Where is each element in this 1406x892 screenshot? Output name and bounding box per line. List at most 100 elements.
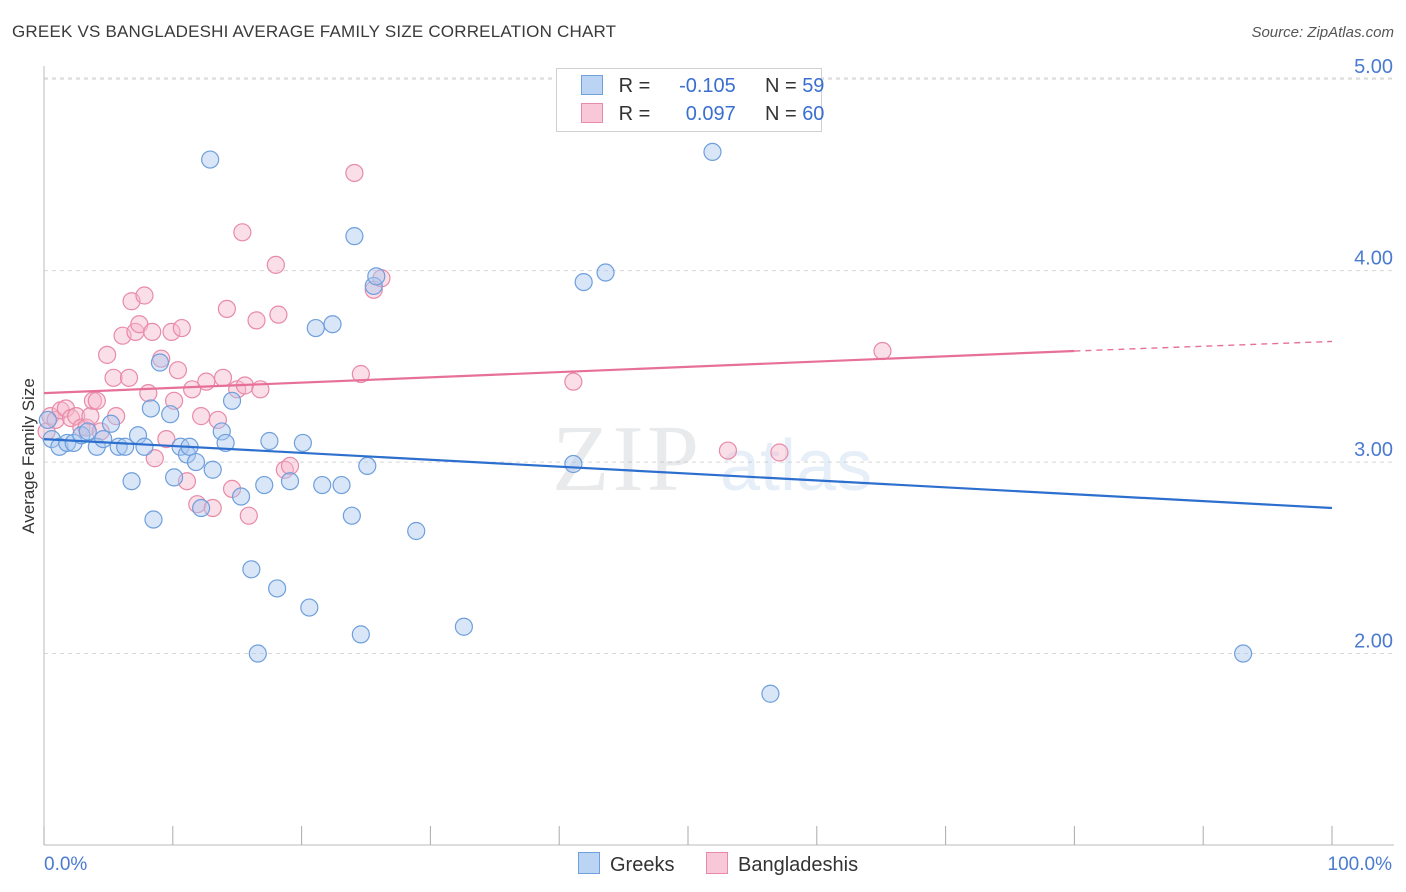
greeks-point [122,472,141,491]
greeks-point [161,405,180,424]
bangladeshis-point [208,410,227,430]
greeks-point [78,422,97,441]
greeks-point [596,263,615,282]
greeks-point [342,506,361,525]
legend-r-label-bangladeshis: R = [618,103,651,125]
bangladeshis-point [168,361,188,380]
bangladeshis-point [162,322,181,341]
greeks-point [407,521,426,541]
y-tick-label: 2.00 [1354,631,1393,653]
greeks-point [255,475,274,495]
greeks-point [94,429,113,449]
bangladeshis-point [145,449,164,468]
watermark: ZIP atlas [552,407,872,511]
greeks-point [248,644,267,663]
greeks-legend-swatch [578,852,600,874]
bangladeshis-point [873,341,892,361]
greeks-point [203,460,222,479]
bangladeshis-point [233,223,252,242]
greeks-point [306,318,325,338]
greeks-point [332,475,351,495]
bangladeshis-point [213,368,233,387]
bangladeshis-point [135,286,154,305]
bangladeshis-point [119,368,139,387]
greeks-point [222,391,242,410]
bangladeshis-point [718,441,738,460]
greeks-point [150,353,170,372]
bangladeshis-point [83,391,103,410]
axis-labels: 2.00 3.00 4.00 5.00 0.0% 100.0% [44,56,1393,875]
bangladeshis-point [266,255,285,274]
greeks-point [141,399,161,418]
bangladeshis-point [345,163,364,183]
bangladeshis-trend-extension [1074,340,1333,352]
bangladeshis-points [37,163,892,525]
bangladeshis-point [164,391,184,410]
legend-r-value-bangladeshis: 0.097 [685,103,736,125]
greeks-point [216,433,235,453]
greeks-point [242,560,261,579]
legend-item-greeks: Greeks [578,852,674,877]
greeks-point [358,456,377,476]
legend-n-label-bangladeshis: N = [764,103,797,125]
axes [43,66,1394,846]
greeks-point [192,498,211,518]
bangladeshis-point [81,407,100,426]
legend-n-label-greeks: N = [764,75,797,97]
bangladeshis-point [98,345,117,364]
greeks-point [761,684,780,703]
greeks-point [574,272,593,292]
greeks-point [64,433,83,453]
greeks-point [164,468,184,487]
legend-row-greeks: R = -0.105 N = 59 [581,75,824,98]
greeks-point [300,598,319,617]
greeks-point [280,472,300,491]
bangladeshis-trend-line [43,349,1075,395]
bangladeshis-point [87,391,106,410]
greeks-point [58,433,77,453]
y-tick-label: 4.00 [1354,248,1393,270]
greeks-point [38,410,57,430]
bangladeshis-point [46,410,65,430]
watermark-atlas: atlas [720,426,872,506]
bangladeshis-swatch [581,103,603,123]
legend-row-bangladeshis: R = 0.097 N = 60 [581,103,824,126]
chart-title: GREEK VS BANGLADESHI AVERAGE FAMILY SIZE… [12,22,617,41]
greeks-point [268,579,287,598]
greeks-point [231,487,251,506]
greeks-points [38,142,1253,703]
greeks-point [186,452,206,472]
bangladeshis-point [247,311,266,330]
bangladeshis-point [269,305,288,324]
legend-n-value-bangladeshis: 60 [802,103,825,125]
greeks-point [212,422,231,441]
greeks-point [323,315,342,334]
legend-r-value-greeks: -0.105 [679,75,736,97]
greeks-point [351,625,370,644]
bangladeshis-point [143,322,162,341]
greeks-trend-line [43,437,1333,510]
greeks-point [367,267,386,286]
bangladeshis-point [183,380,202,399]
y-axis-title: Average Family Size [19,378,38,534]
bangladeshis-point [56,399,75,418]
y-tick-label: 3.00 [1354,439,1393,461]
bangladeshis-point [157,429,176,449]
bangladeshis-point [139,384,158,403]
x-tick-label: 100.0% [1328,854,1393,875]
x-tick-label: 0.0% [44,854,87,875]
series-legend: Greeks Bangladeshis [578,852,884,877]
legend-n-value-greeks: 59 [802,75,825,97]
greeks-point [144,510,163,529]
bangladeshis-point [564,372,583,391]
trend-lines [43,340,1333,510]
bangladeshis-point [351,364,370,384]
greeks-point [293,433,312,453]
bangladeshis-legend-swatch [706,852,729,874]
greeks-point [101,414,121,433]
greeks-swatch [581,75,603,95]
bangladeshis-point [172,318,191,338]
legend-item-bangladeshis: Bangladeshis [706,852,858,877]
correlation-legend: R = -0.105 N = 59 R = 0.097 N = 60 [556,68,824,132]
